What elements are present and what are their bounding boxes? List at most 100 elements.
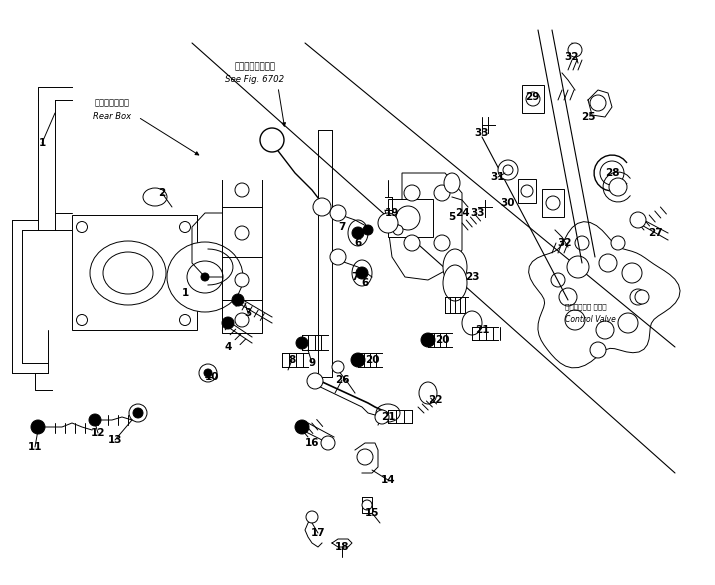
Circle shape [352, 227, 364, 239]
Text: 19: 19 [385, 208, 399, 218]
Circle shape [421, 333, 435, 347]
Circle shape [567, 256, 589, 278]
Text: コントロール バルブ: コントロール バルブ [565, 304, 606, 310]
Text: 8: 8 [288, 355, 295, 365]
Ellipse shape [103, 252, 153, 294]
Text: 32: 32 [558, 238, 572, 248]
Circle shape [330, 249, 346, 265]
Text: 11: 11 [28, 442, 42, 452]
Ellipse shape [90, 241, 166, 305]
Circle shape [356, 267, 368, 279]
Bar [518, 179, 536, 203]
Text: 33: 33 [475, 128, 489, 138]
Circle shape [393, 225, 403, 235]
Circle shape [378, 213, 398, 233]
Circle shape [179, 315, 190, 325]
Circle shape [89, 414, 101, 426]
Text: 29: 29 [525, 92, 539, 102]
Circle shape [133, 408, 143, 418]
Circle shape [313, 198, 331, 216]
Circle shape [204, 369, 212, 377]
Text: 1: 1 [182, 288, 189, 298]
Circle shape [618, 313, 638, 333]
Text: 31: 31 [490, 172, 506, 182]
Circle shape [222, 317, 234, 329]
Ellipse shape [462, 311, 482, 335]
Circle shape [330, 205, 346, 221]
Circle shape [546, 196, 560, 210]
Circle shape [307, 373, 323, 389]
Bar [72, 215, 197, 330]
Text: 13: 13 [108, 435, 122, 445]
Circle shape [526, 92, 540, 106]
Circle shape [599, 254, 617, 272]
Text: 24: 24 [455, 208, 469, 218]
Text: 5: 5 [448, 212, 455, 222]
Circle shape [434, 185, 450, 201]
Circle shape [351, 353, 365, 367]
Circle shape [201, 273, 209, 281]
Text: 18: 18 [335, 542, 349, 552]
Text: 28: 28 [605, 168, 619, 178]
Circle shape [260, 128, 284, 152]
Circle shape [630, 212, 646, 228]
Ellipse shape [443, 265, 467, 301]
Circle shape [622, 263, 642, 283]
Circle shape [362, 500, 372, 510]
Text: 9: 9 [308, 358, 315, 368]
Circle shape [296, 337, 308, 349]
Circle shape [568, 43, 582, 57]
Text: 21: 21 [475, 325, 489, 335]
Circle shape [357, 449, 373, 465]
Ellipse shape [143, 188, 167, 206]
Bar [522, 85, 544, 113]
Ellipse shape [419, 382, 437, 404]
Circle shape [31, 420, 45, 434]
Circle shape [503, 165, 513, 175]
Circle shape [565, 310, 585, 330]
Text: 21: 21 [381, 412, 395, 422]
Text: 20: 20 [435, 335, 449, 345]
Circle shape [434, 235, 450, 251]
Text: 27: 27 [648, 228, 662, 238]
Ellipse shape [187, 261, 223, 293]
Circle shape [404, 235, 420, 251]
Text: 6: 6 [355, 238, 362, 248]
Text: 第６７０２図参照: 第６７０２図参照 [235, 63, 275, 71]
Text: 16: 16 [305, 438, 320, 448]
Text: 6: 6 [361, 278, 369, 288]
Text: 15: 15 [365, 508, 379, 518]
Circle shape [77, 315, 87, 325]
Circle shape [396, 206, 420, 230]
Circle shape [363, 225, 373, 235]
Circle shape [590, 95, 606, 111]
Text: 20: 20 [365, 355, 379, 365]
Text: 12: 12 [91, 428, 105, 438]
Bar [542, 189, 564, 217]
Circle shape [235, 226, 249, 240]
Ellipse shape [443, 249, 467, 285]
Polygon shape [388, 173, 462, 280]
Ellipse shape [444, 173, 460, 193]
Circle shape [235, 183, 249, 197]
Text: 26: 26 [335, 375, 349, 385]
Text: 33: 33 [470, 208, 485, 218]
Text: 7: 7 [351, 272, 359, 282]
Circle shape [635, 290, 649, 304]
Bar [388, 199, 433, 237]
Text: 2: 2 [159, 188, 166, 198]
Circle shape [498, 160, 518, 180]
Circle shape [321, 436, 335, 450]
Circle shape [521, 185, 533, 197]
Circle shape [609, 178, 627, 196]
Circle shape [235, 313, 249, 327]
Circle shape [590, 342, 606, 358]
Text: 32: 32 [565, 52, 579, 62]
Text: Rear Box: Rear Box [93, 112, 131, 122]
Text: 1: 1 [39, 138, 46, 148]
Text: 30: 30 [500, 198, 516, 208]
Circle shape [295, 420, 309, 434]
Text: 7: 7 [338, 222, 345, 232]
Circle shape [575, 236, 589, 250]
Text: 3: 3 [245, 308, 252, 318]
